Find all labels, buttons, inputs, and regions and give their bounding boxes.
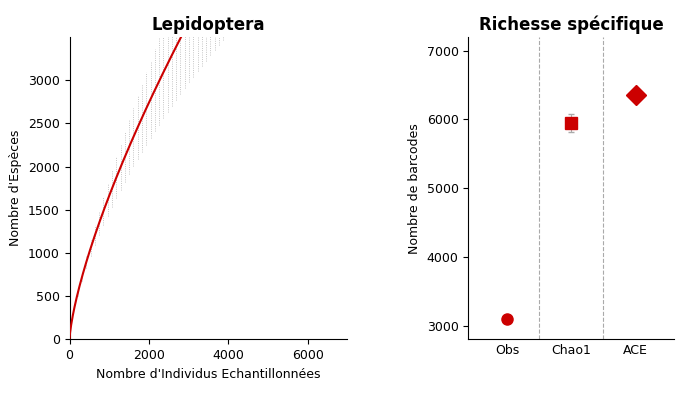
X-axis label: Nombre d'Individus Echantillonnées: Nombre d'Individus Echantillonnées <box>96 368 320 381</box>
Y-axis label: Nombre d'Espèces: Nombre d'Espèces <box>9 130 22 246</box>
Y-axis label: Nombre de barcodes: Nombre de barcodes <box>408 123 421 254</box>
Title: Richesse spécifique: Richesse spécifique <box>479 16 664 34</box>
Title: Lepidoptera: Lepidoptera <box>152 16 265 34</box>
